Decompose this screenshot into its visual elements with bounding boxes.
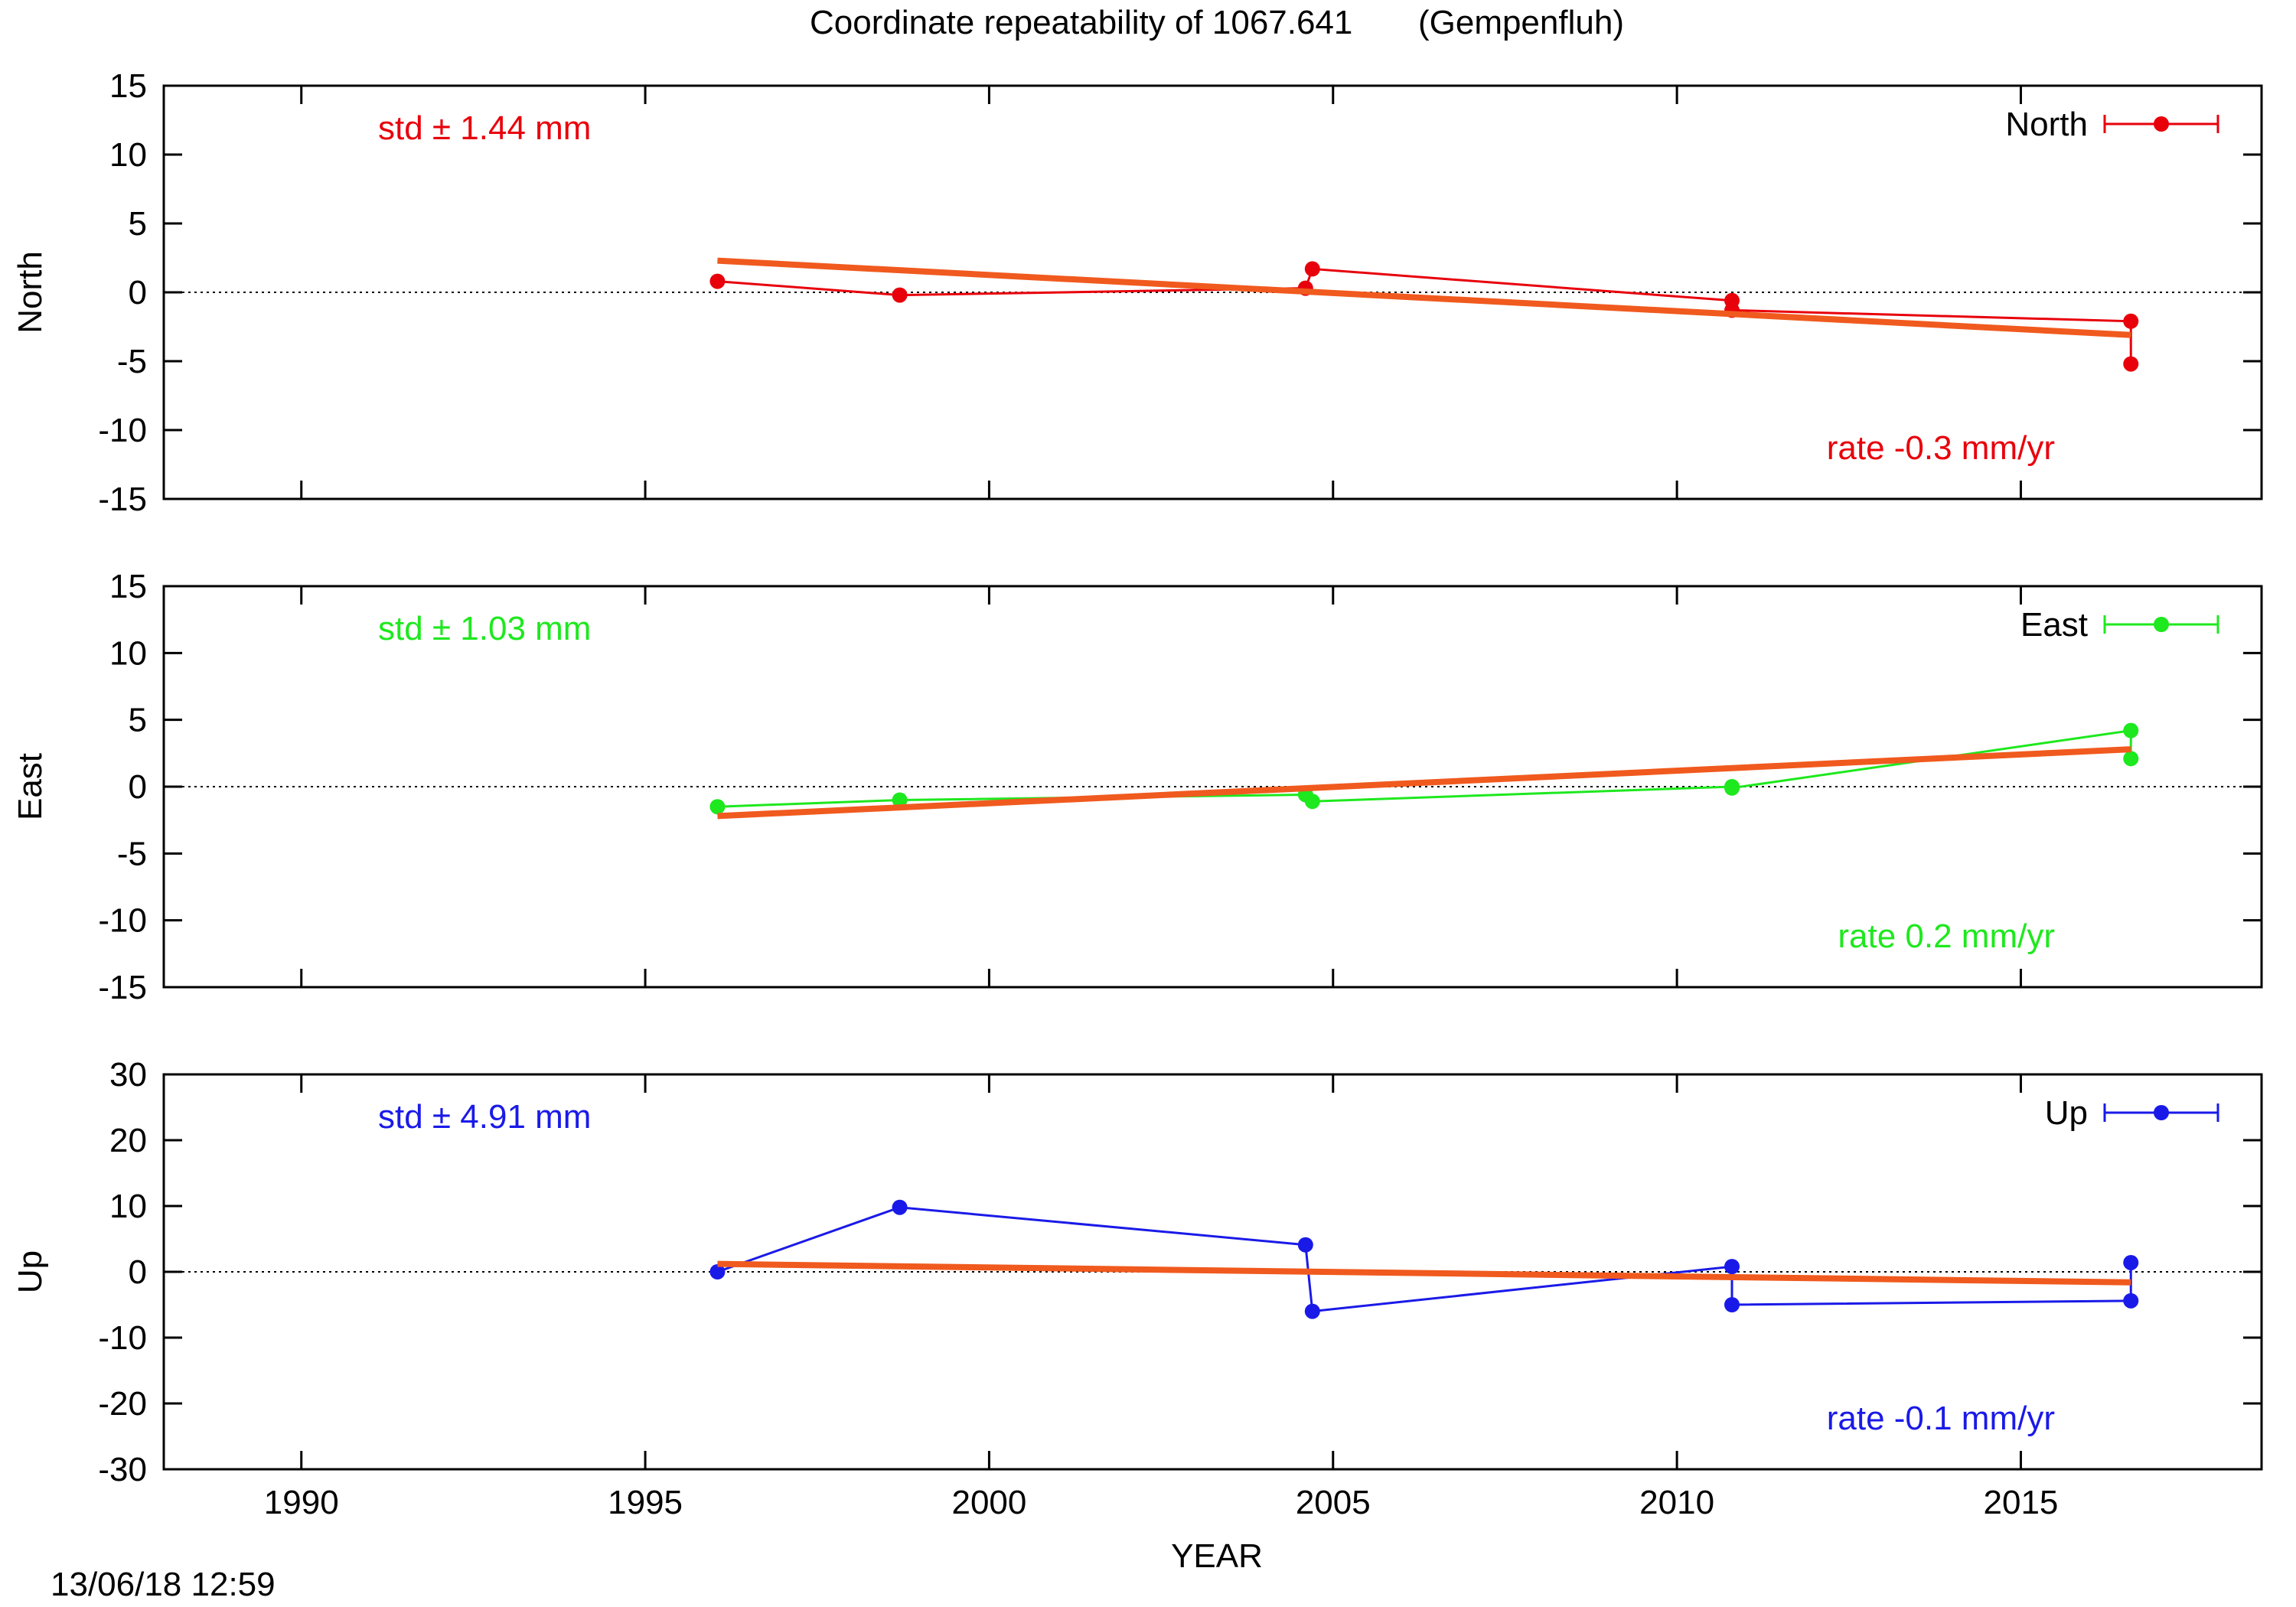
data-point bbox=[1297, 1237, 1313, 1253]
data-point bbox=[2123, 1292, 2139, 1309]
legend-label: East bbox=[2020, 606, 2088, 644]
data-point bbox=[1304, 794, 1320, 810]
legend-label: North bbox=[2005, 106, 2088, 143]
x-tick-label: 1995 bbox=[608, 1484, 683, 1521]
data-point bbox=[1724, 1259, 1740, 1275]
y-tick-label: -5 bbox=[117, 343, 147, 380]
x-tick-label: 2005 bbox=[1296, 1484, 1371, 1521]
data-point bbox=[892, 1199, 908, 1215]
data-point bbox=[1304, 1303, 1320, 1319]
rate-label: rate 0.2 mm/yr bbox=[1838, 918, 2055, 955]
legend-marker bbox=[2154, 1105, 2169, 1120]
y-tick-label: 0 bbox=[129, 1253, 147, 1291]
y-tick-label: 5 bbox=[129, 702, 147, 739]
std-label: std ± 1.03 mm bbox=[378, 610, 591, 647]
data-point bbox=[1304, 261, 1320, 277]
data-point bbox=[709, 1264, 726, 1279]
data-point bbox=[2123, 313, 2139, 329]
x-tick-label: 1990 bbox=[264, 1484, 339, 1521]
panel-north: -15 -10 -5 0 5 10 15 North std ± 1.44 mm rate -0.… bbox=[11, 67, 2263, 518]
y-tick-label: 0 bbox=[129, 768, 147, 806]
y-tick-label: -10 bbox=[98, 1319, 147, 1357]
series-line bbox=[717, 267, 2132, 364]
y-tick-label: 10 bbox=[109, 634, 147, 672]
legend-marker bbox=[2154, 617, 2169, 632]
data-point bbox=[2123, 356, 2139, 372]
panels: -15 -10 -5 0 5 10 15 North std ± 1.44 mm rate -0.… bbox=[11, 67, 2263, 1575]
data-point bbox=[892, 287, 908, 303]
data-point bbox=[892, 792, 908, 808]
y-tick-label: 30 bbox=[109, 1056, 147, 1094]
trend-line bbox=[717, 746, 2131, 820]
rate-label: rate -0.1 mm/yr bbox=[1827, 1400, 2055, 1437]
data-point bbox=[2123, 751, 2139, 767]
legend-marker bbox=[2154, 116, 2169, 132]
series-line bbox=[716, 1206, 2132, 1313]
timestamp: 13/06/18 12:59 bbox=[51, 1566, 276, 1603]
y-tick-label: 10 bbox=[109, 1188, 147, 1225]
panel-up: -30 -20 -10 0 10 20 30 1990 1995 2000 2005 2010 2015… bbox=[11, 1056, 2263, 1575]
y-tick-label: 10 bbox=[109, 136, 147, 174]
data-point bbox=[1724, 1297, 1740, 1312]
y-tick-label: 0 bbox=[129, 274, 147, 311]
legend-label: Up bbox=[2045, 1094, 2088, 1132]
y-tick-label: -10 bbox=[98, 902, 147, 940]
x-axis-label: YEAR bbox=[1171, 1537, 1263, 1575]
y-tick-label: -10 bbox=[98, 412, 147, 449]
data-point bbox=[709, 799, 726, 815]
y-tick-label: -15 bbox=[98, 969, 147, 1006]
x-tick-label: 2000 bbox=[951, 1484, 1026, 1521]
x-tick-label: 2010 bbox=[1639, 1484, 1714, 1521]
y-axis-label: East bbox=[11, 753, 49, 820]
data-point bbox=[2123, 1254, 2139, 1270]
y-tick-label: -30 bbox=[98, 1451, 147, 1488]
rate-label: rate -0.3 mm/yr bbox=[1827, 429, 2055, 467]
data-point bbox=[1724, 780, 1740, 796]
y-axis-label: Up bbox=[11, 1250, 49, 1293]
trend-line bbox=[717, 257, 2131, 338]
chart-title: Coordinate repeatability of 1067.641 (Ge… bbox=[810, 4, 1624, 41]
std-label: std ± 1.44 mm bbox=[378, 109, 591, 147]
std-label: std ± 4.91 mm bbox=[378, 1098, 591, 1136]
y-axis-label: North bbox=[11, 251, 49, 334]
y-tick-label: -15 bbox=[98, 481, 147, 518]
x-tick-label: 2015 bbox=[1984, 1484, 2059, 1521]
panel-east: -15 -10 -5 0 5 10 15 East std ± 1.03 mm rate 0.2 … bbox=[11, 568, 2263, 1006]
y-tick-label: 20 bbox=[109, 1122, 147, 1159]
trend-line bbox=[717, 1260, 2131, 1286]
y-tick-label: 15 bbox=[109, 67, 147, 105]
y-tick-label: -20 bbox=[98, 1385, 147, 1423]
y-tick-label: -5 bbox=[117, 835, 147, 872]
y-tick-label: 5 bbox=[129, 205, 147, 243]
data-point bbox=[709, 273, 726, 289]
series-line bbox=[717, 729, 2132, 808]
data-point bbox=[2123, 722, 2139, 738]
y-tick-label: 15 bbox=[109, 568, 147, 605]
